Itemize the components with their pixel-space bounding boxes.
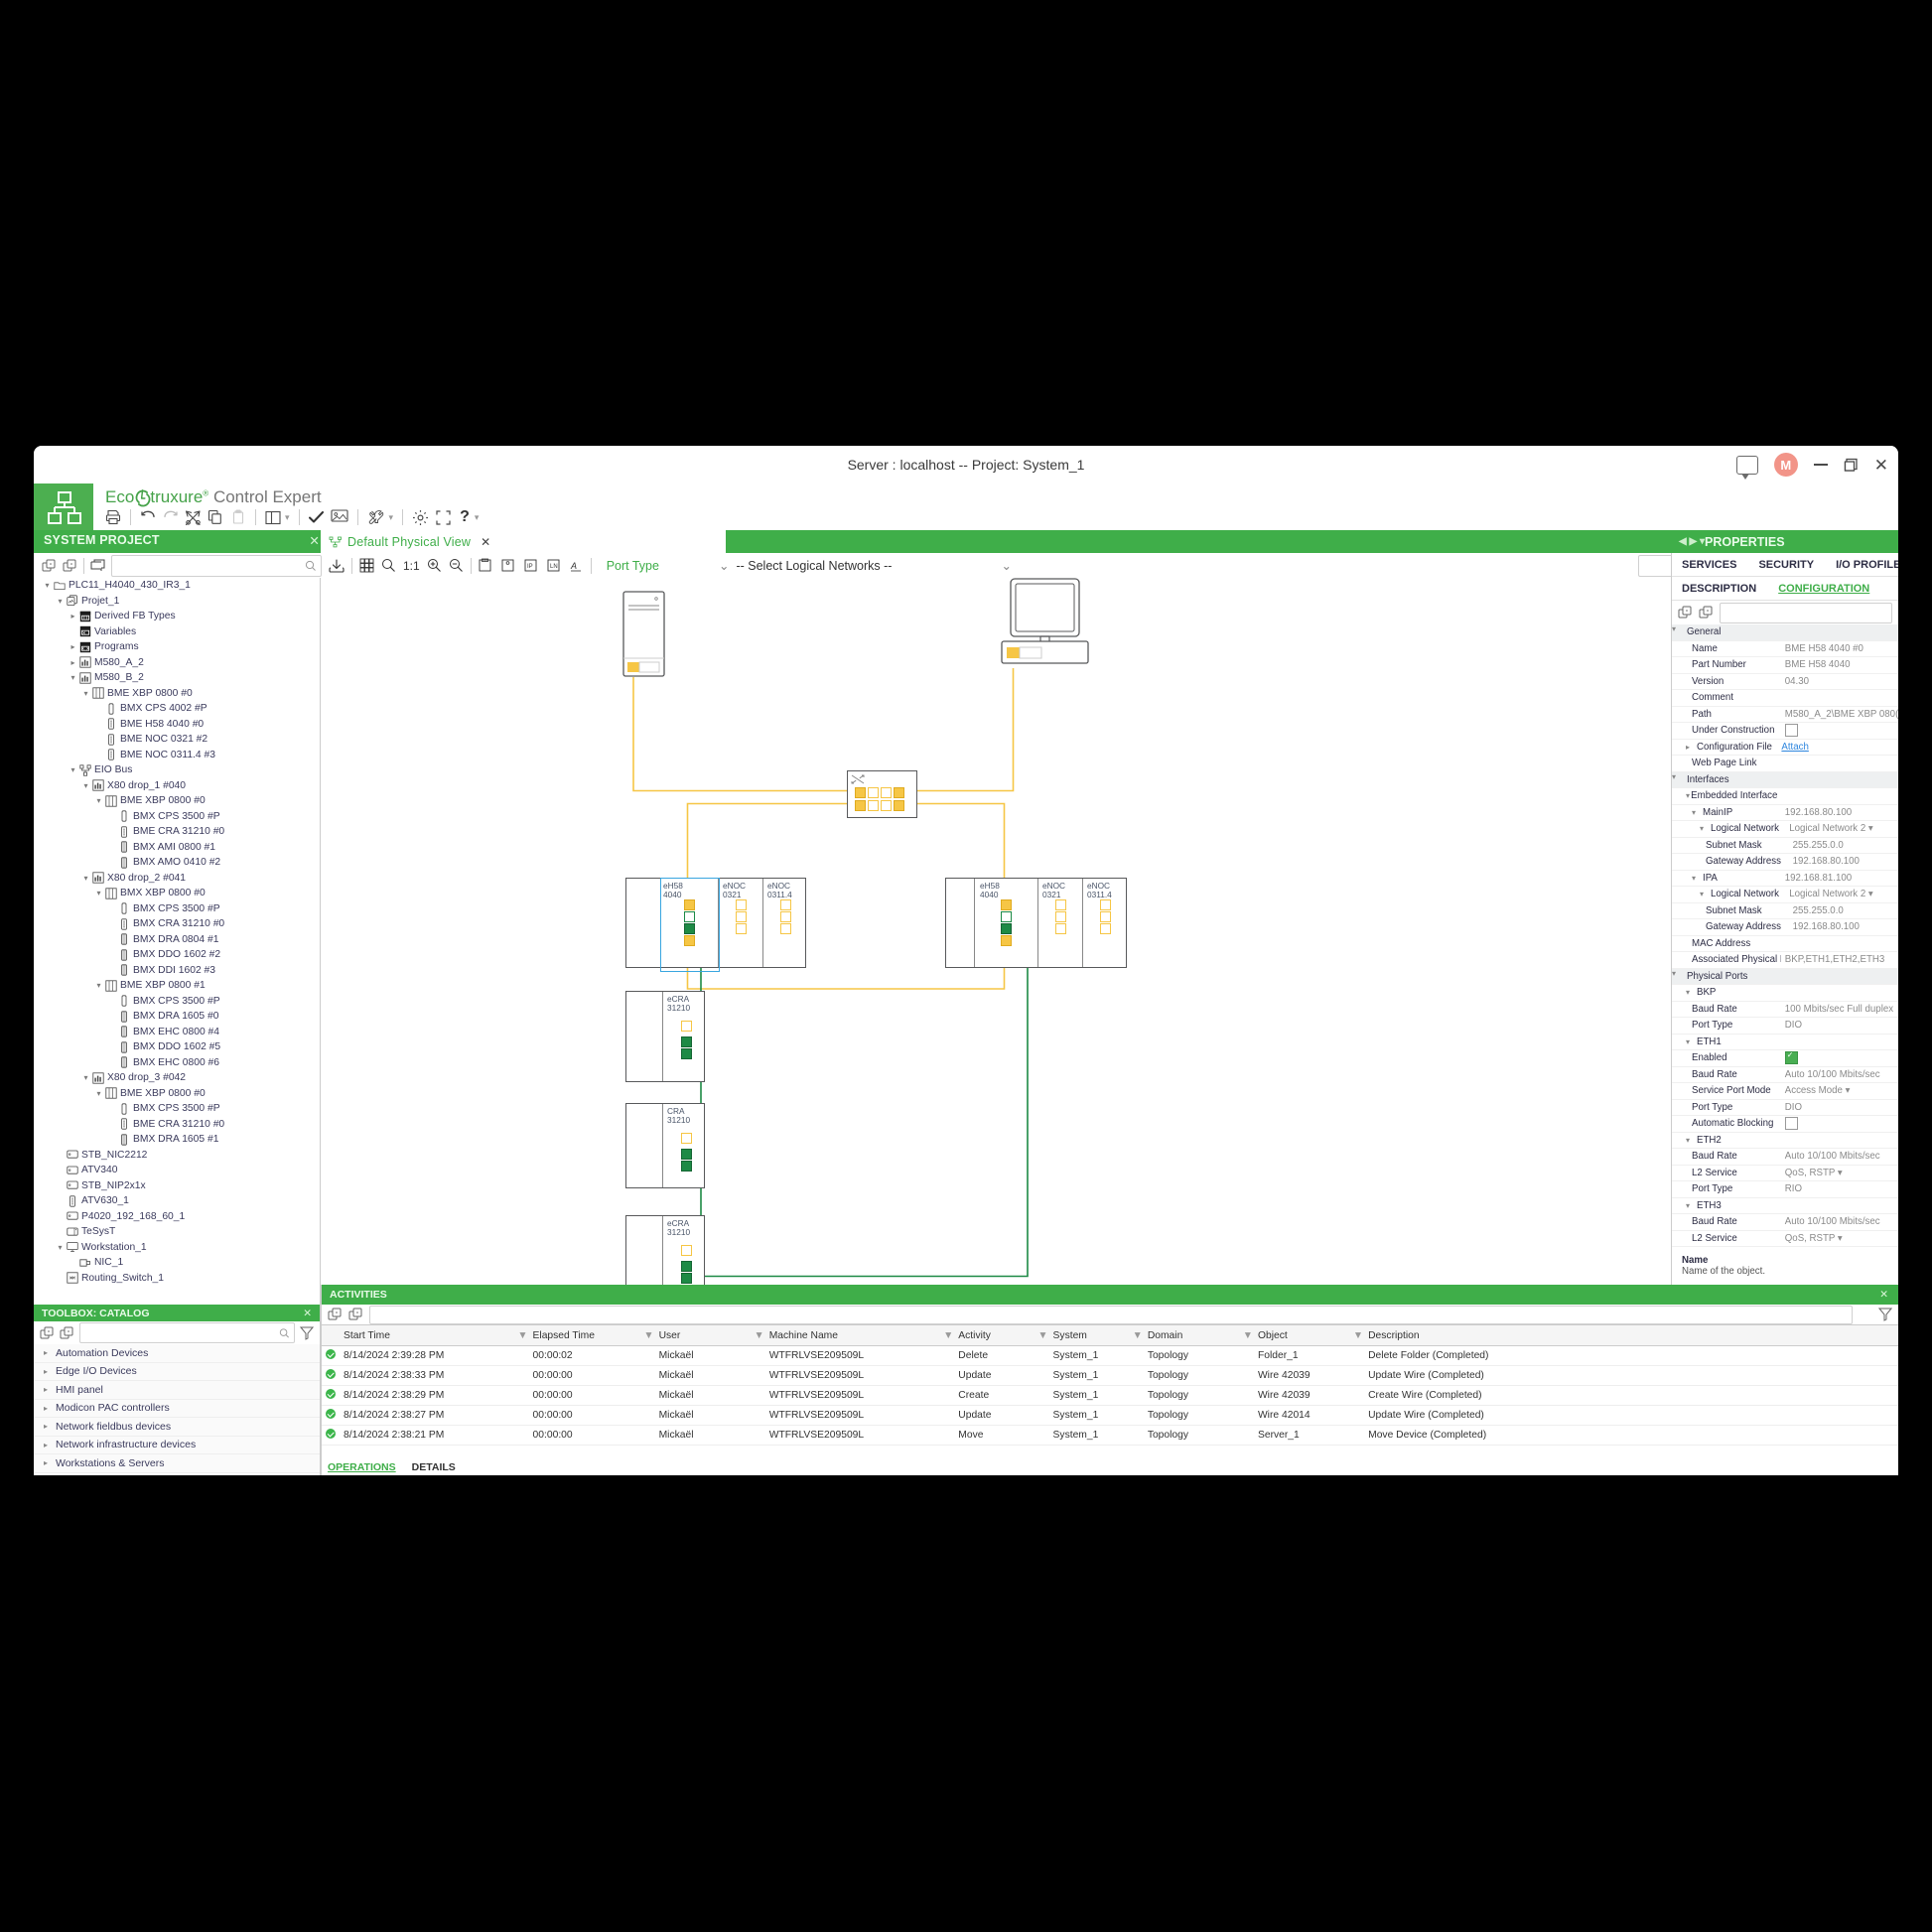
svg-text:LN: LN — [550, 564, 558, 570]
svg-text:A: A — [570, 561, 577, 571]
svg-text:IP: IP — [527, 564, 533, 570]
